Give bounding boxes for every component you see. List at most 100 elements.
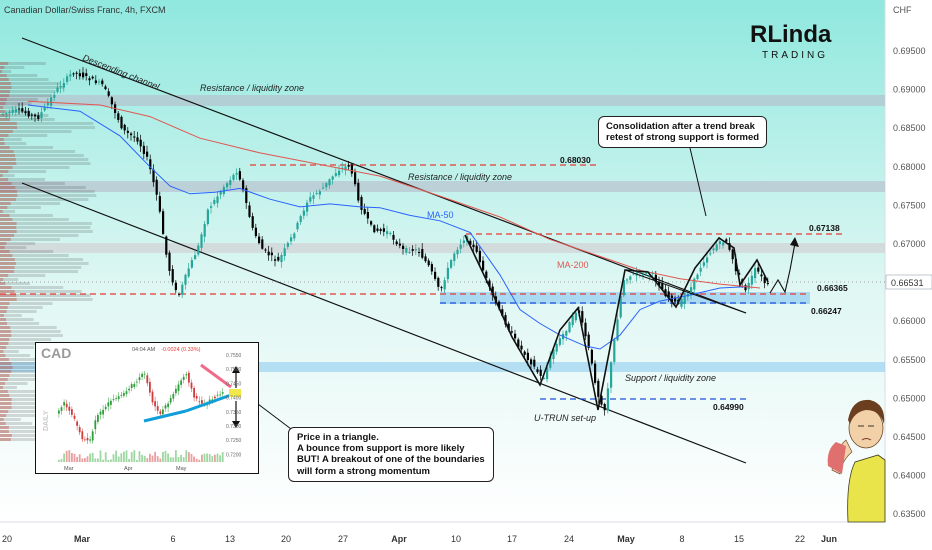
volume-profile-bar xyxy=(0,274,46,277)
candle-body xyxy=(328,179,331,186)
inset-candle-body xyxy=(102,409,104,415)
consolidation-note-line-1: Consolidation after a trend break xyxy=(606,121,755,132)
volume-profile-bar-red xyxy=(0,234,15,237)
inset-candle-body xyxy=(154,401,156,407)
volume-profile-bar-red xyxy=(0,354,6,357)
candle-body xyxy=(8,111,11,114)
inset-volume-bar xyxy=(125,450,128,462)
candle-body xyxy=(651,273,654,275)
inset-volume-bar xyxy=(110,459,112,462)
candle-body xyxy=(654,274,657,281)
volume-profile-bar-red xyxy=(0,274,9,277)
candle-body xyxy=(597,380,600,397)
time-tick-label: 8 xyxy=(679,534,684,544)
candle-body xyxy=(34,114,37,117)
inset-candle-body xyxy=(149,381,151,393)
triangle-note: Price in a triangle. A bounce from suppo… xyxy=(288,427,494,482)
candle-body xyxy=(2,113,5,115)
volume-profile-bar xyxy=(0,142,27,145)
candle-body xyxy=(232,174,235,180)
candle-body xyxy=(546,367,549,380)
volume-profile-bar-red xyxy=(0,154,16,157)
inset-volume-bar xyxy=(151,455,154,462)
inset-candle-body xyxy=(214,396,216,399)
volume-profile-bar xyxy=(0,278,19,281)
brand-sub: TRADING xyxy=(762,50,828,61)
candle-body xyxy=(338,170,341,176)
volume-profile-bar-red xyxy=(0,314,4,317)
volume-profile-bar-red xyxy=(0,374,10,377)
inset-volume-bar xyxy=(138,451,141,462)
candle-body xyxy=(693,278,696,290)
candle-body xyxy=(456,249,459,255)
volume-profile-bar-red xyxy=(0,434,12,437)
candle-body xyxy=(539,369,542,376)
volume-profile-bar xyxy=(0,226,91,229)
price-tick-label: 0.69000 xyxy=(893,85,926,95)
candle-body xyxy=(469,240,472,245)
volume-profile-bar-red xyxy=(0,114,9,117)
candle-body xyxy=(366,212,369,219)
time-axis: 20 Mar 6 13 20 27 Apr 10 17 24 May 8 15 22 Jun xyxy=(2,534,837,544)
volume-profile-bar xyxy=(0,70,12,73)
inset-volume-bar xyxy=(162,451,164,462)
inset-volume-bar xyxy=(81,458,84,462)
candle-body xyxy=(245,188,248,204)
ma50-label: MA-50 xyxy=(427,210,454,220)
candle-body xyxy=(434,271,437,279)
volume-profile-bar xyxy=(0,426,50,429)
candle-body xyxy=(178,293,181,295)
volume-profile-bar xyxy=(0,302,53,305)
volume-profile-bar-red xyxy=(0,90,10,93)
volume-profile-bar-red xyxy=(0,366,13,369)
candle-body xyxy=(94,80,97,84)
volume-profile-bar-red xyxy=(0,218,13,221)
volume-profile-bar xyxy=(0,174,15,177)
candle-body xyxy=(213,200,216,204)
volume-profile-bar-red xyxy=(0,210,3,213)
candle-body xyxy=(101,80,104,85)
volume-profile-bar-red xyxy=(0,278,4,281)
volume-profile-bar xyxy=(0,246,27,249)
candle-body xyxy=(722,242,725,246)
volume-profile-bar xyxy=(0,186,86,189)
candle-body xyxy=(642,274,645,276)
inset-volume-bar xyxy=(104,452,107,462)
candle-body xyxy=(574,312,577,321)
volume-profile xyxy=(0,62,97,441)
candle-body xyxy=(334,173,337,176)
candle-body xyxy=(123,124,126,131)
volume-profile-bar xyxy=(0,318,34,321)
candle-body xyxy=(606,388,609,411)
candle-body xyxy=(98,81,101,83)
candle-body xyxy=(290,237,293,242)
time-tick-label: 22 xyxy=(795,534,805,544)
volume-profile-bar-red xyxy=(0,398,12,401)
price-tick-label: 0.63500 xyxy=(893,509,926,519)
candle-body xyxy=(734,259,737,272)
volume-profile-bar-red xyxy=(0,170,9,173)
candle-body xyxy=(130,133,133,136)
volume-profile-bar xyxy=(0,430,50,433)
volume-profile-bar-red xyxy=(0,322,8,325)
inset-volume-bar xyxy=(78,454,81,462)
candle-body xyxy=(30,114,33,116)
candle-body xyxy=(510,331,513,333)
volume-profile-bar-red xyxy=(0,242,7,245)
volume-profile-bar xyxy=(0,150,76,153)
volume-profile-bar-red xyxy=(0,118,10,121)
candle-body xyxy=(174,282,177,291)
inset-candle-body xyxy=(78,427,81,433)
level-label-66247: 0.66247 xyxy=(811,306,842,316)
candle-body xyxy=(408,251,411,253)
inset-candle-body xyxy=(136,381,138,383)
candle-body xyxy=(149,159,152,170)
candle-body xyxy=(309,197,312,202)
inset-volume-bar xyxy=(221,452,224,462)
candle-body xyxy=(526,352,529,361)
volume-profile-bar-red xyxy=(0,62,9,65)
volume-profile-bar-red xyxy=(0,70,3,73)
forecast-path xyxy=(769,242,796,294)
candle-body xyxy=(312,195,315,199)
candle-body xyxy=(683,295,686,304)
